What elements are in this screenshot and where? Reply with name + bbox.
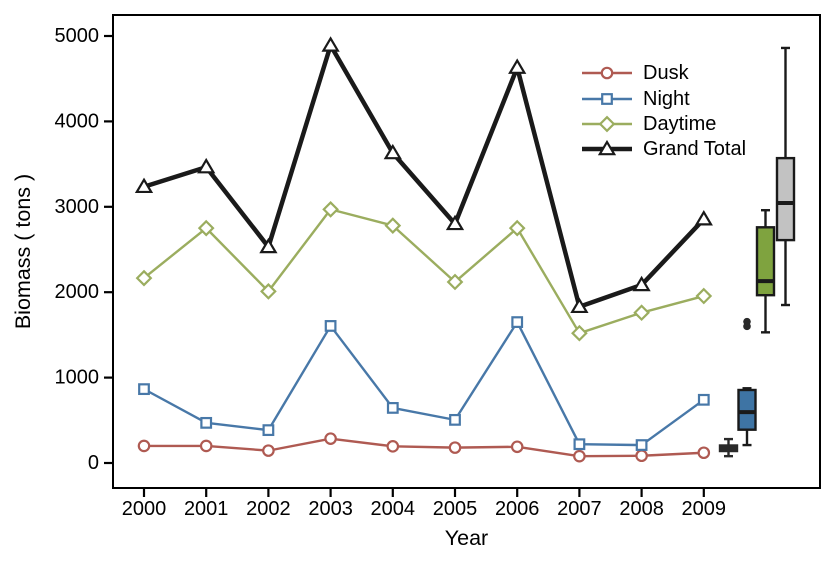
marker-daytime-2005	[446, 273, 464, 291]
series-daytime	[135, 201, 713, 342]
legend-item-daytime: Daytime	[582, 113, 716, 135]
marker-dusk-2009	[697, 446, 711, 460]
x-axis-title: Year	[445, 526, 488, 550]
y-tick-label: 3000	[55, 196, 100, 218]
y-tick-label: 0	[88, 452, 99, 474]
boxplot-night	[737, 317, 757, 447]
marker-dusk-2005	[448, 441, 462, 454]
marker-daytime-2002	[260, 282, 277, 300]
marker-night-2000	[138, 383, 150, 396]
marker-night-2002	[262, 424, 275, 437]
legend-marker-daytime-icon	[598, 115, 616, 133]
marker-daytime-2009	[695, 287, 713, 305]
x-tick-label: 2009	[682, 498, 727, 520]
marker-dusk-2004	[386, 440, 400, 453]
x-tick-label: 2003	[308, 498, 353, 520]
legend-item-dusk: Dusk	[582, 62, 690, 84]
series-dusk	[137, 432, 711, 463]
series-grand-total	[134, 36, 713, 314]
marker-dusk-2006	[510, 440, 524, 454]
marker-grand-total-2006	[508, 58, 527, 74]
marker-daytime-2000	[135, 269, 153, 287]
legend-item-grand-total: Grand Total	[582, 138, 746, 160]
y-tick-label: 1000	[55, 367, 100, 389]
y-tick-label: 2000	[55, 281, 100, 303]
marker-dusk-2002	[262, 444, 275, 457]
series-line-night	[142, 320, 705, 447]
marker-night-2004	[386, 402, 399, 414]
box	[755, 226, 776, 297]
marker-grand-total-2005	[445, 214, 465, 231]
box	[737, 388, 757, 431]
plot-frame	[112, 14, 821, 489]
marker-grand-total-2000	[134, 177, 154, 194]
legend-marker-dusk-icon	[600, 66, 614, 80]
marker-daytime-2004	[384, 217, 402, 234]
marker-daytime-2007	[571, 324, 588, 342]
x-tick-label: 2002	[246, 498, 291, 520]
x-tick-label: 2000	[122, 498, 167, 520]
marker-daytime-2008	[633, 304, 650, 322]
outlier-dot	[743, 317, 751, 326]
boxplot-daytime	[755, 209, 776, 334]
legend-label-grand-total: Grand Total	[643, 138, 746, 160]
marker-dusk-2008	[635, 449, 648, 463]
x-tick-label: 2008	[619, 498, 664, 520]
legend: Dusk Night Daytime Grand Total	[582, 62, 746, 160]
y-axis: 0 1000 2000 3000 4000 5000	[55, 25, 113, 474]
series-night	[138, 316, 710, 451]
x-tick-label: 2005	[433, 498, 478, 520]
marker-night-2008	[635, 439, 648, 451]
marker-grand-total-2002	[259, 237, 278, 254]
x-axis: 2000 2001 2002 2003 2004 2005 2006 2007 2008 2009	[122, 488, 726, 520]
y-tick-label: 4000	[55, 110, 100, 132]
marker-night-2009	[697, 393, 710, 406]
y-tick-label: 5000	[55, 25, 100, 47]
marker-night-2003	[324, 320, 337, 332]
boxplot-dusk	[718, 437, 739, 458]
marker-daytime-2001	[197, 219, 215, 237]
legend-item-night: Night	[582, 88, 690, 110]
x-tick-label: 2007	[557, 498, 602, 520]
box	[775, 156, 796, 242]
x-tick-label: 2004	[371, 498, 416, 520]
x-tick-label: 2001	[184, 498, 229, 520]
marker-night-2006	[511, 316, 524, 328]
marker-grand-total-2008	[632, 275, 651, 292]
legend-marker-night-icon	[601, 93, 613, 105]
boxplot-grand-total	[775, 46, 796, 307]
series-line-dusk	[142, 437, 705, 458]
marker-grand-total-2007	[570, 297, 589, 314]
legend-label-night: Night	[643, 88, 690, 110]
marker-grand-total-2001	[197, 157, 216, 174]
legend-label-dusk: Dusk	[643, 62, 690, 84]
marker-grand-total-2004	[383, 143, 402, 160]
legend-label-daytime: Daytime	[643, 113, 716, 135]
series-line-daytime	[142, 208, 705, 335]
marker-dusk-2000	[137, 439, 151, 453]
marker-night-2007	[573, 438, 586, 451]
marker-dusk-2003	[324, 432, 337, 445]
marker-grand-total-2003	[321, 36, 340, 52]
series-line-grand-total	[141, 43, 707, 309]
marker-dusk-2007	[573, 449, 586, 463]
marker-daytime-2006	[508, 219, 526, 237]
marker-grand-total-2009	[694, 210, 713, 226]
marker-daytime-2003	[322, 201, 339, 218]
y-axis-title: Biomass ( tons )	[11, 174, 35, 329]
x-tick-label: 2006	[495, 498, 540, 520]
marker-night-2005	[449, 413, 461, 426]
legend-marker-grand-total-icon	[597, 139, 617, 156]
marker-dusk-2001	[199, 439, 213, 453]
marker-night-2001	[200, 416, 213, 429]
